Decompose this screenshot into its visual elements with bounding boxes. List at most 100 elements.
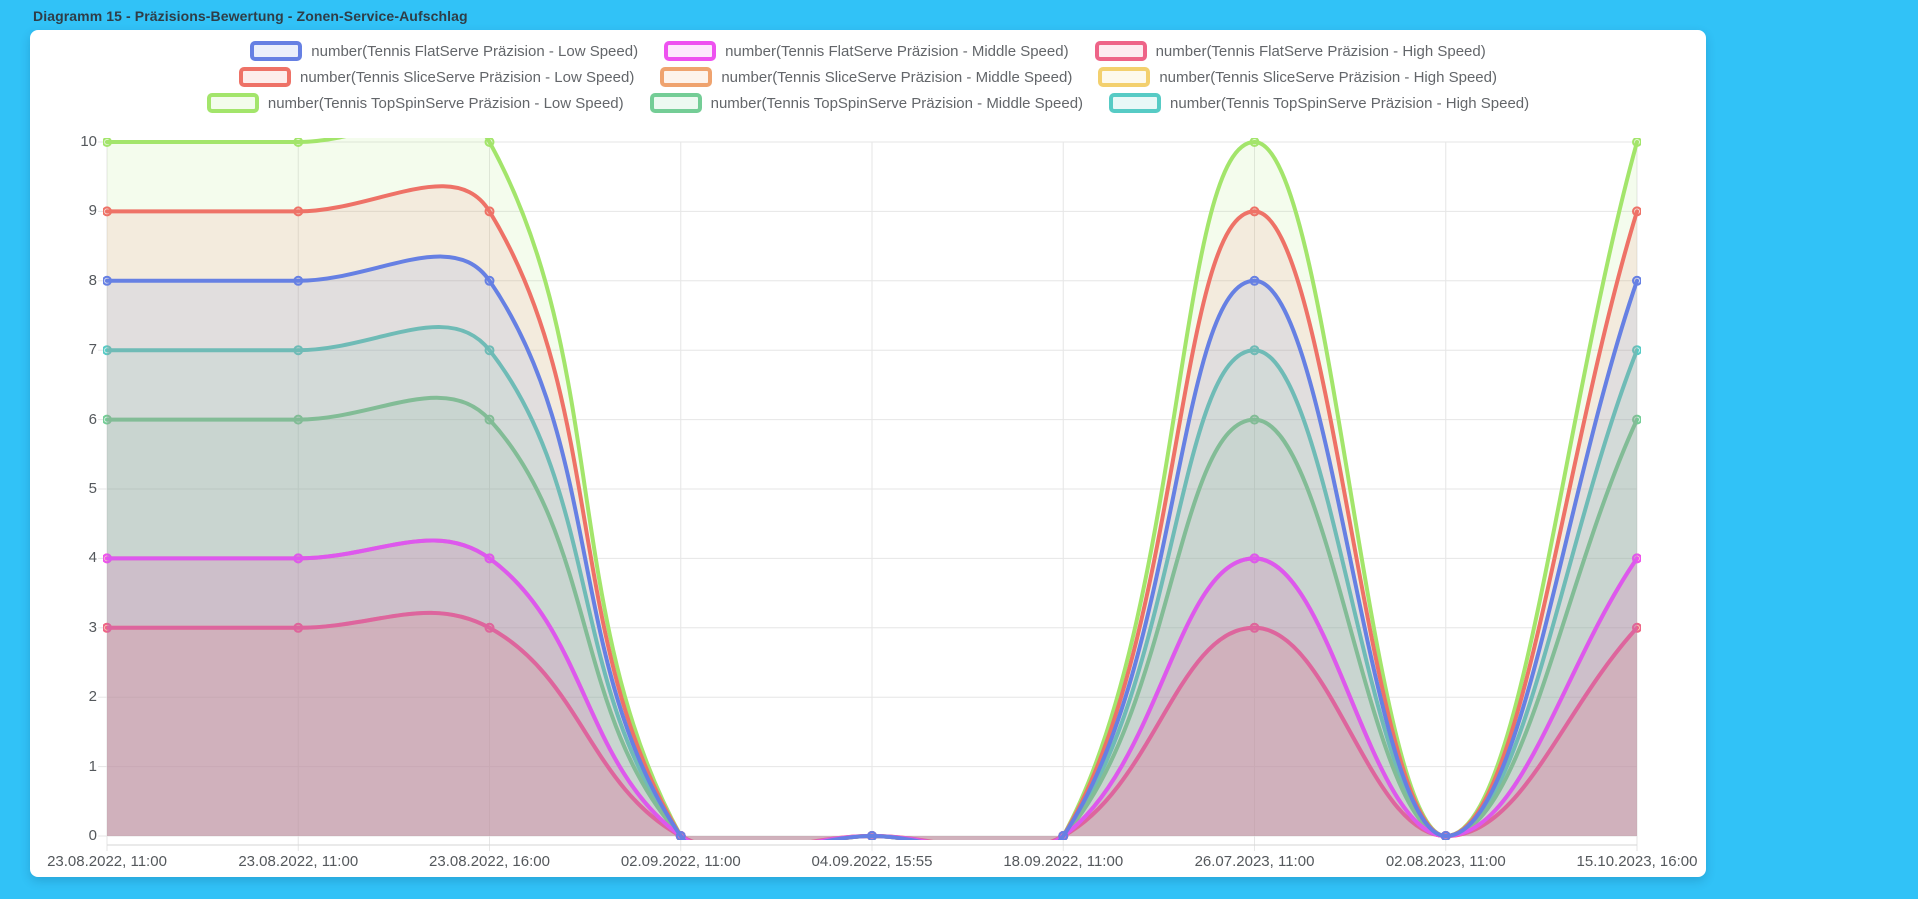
data-point-marker[interactable] xyxy=(1632,553,1641,564)
chart-panel xyxy=(30,30,1706,877)
legend-item[interactable]: number(Tennis FlatServe Präzision - High… xyxy=(1094,41,1486,61)
series-0 xyxy=(103,254,1641,840)
legend-row: number(Tennis FlatServe Präzision - Low … xyxy=(250,39,1486,63)
data-point-marker[interactable] xyxy=(1249,275,1260,286)
data-point-marker[interactable] xyxy=(1249,138,1260,147)
data-point-marker[interactable] xyxy=(1632,206,1641,217)
y-tick-label: 3 xyxy=(88,618,97,636)
y-tick-label: 10 xyxy=(80,133,97,150)
series-area xyxy=(107,138,1637,840)
legend-swatch-icon xyxy=(1109,93,1162,113)
data-point-marker[interactable] xyxy=(293,275,304,286)
series-area xyxy=(107,612,1637,840)
x-tick-label: 04.09.2022, 15:55 xyxy=(811,853,933,870)
data-point-marker[interactable] xyxy=(293,622,304,633)
legend-row: number(Tennis SliceServe Präzision - Low… xyxy=(239,65,1497,89)
x-tick-label: 26.07.2023, 11:00 xyxy=(1194,853,1315,870)
data-point-marker[interactable] xyxy=(103,622,112,633)
data-point-marker[interactable] xyxy=(484,206,495,217)
series-area xyxy=(107,612,1637,840)
data-point-marker[interactable] xyxy=(1249,414,1260,425)
x-tick-label: 23.08.2022, 11:00 xyxy=(238,853,359,870)
data-point-marker[interactable] xyxy=(293,206,304,217)
legend-item[interactable]: number(Tennis SliceServe Präzision - Hig… xyxy=(1098,67,1497,87)
x-tick-label: 23.08.2022, 11:00 xyxy=(47,853,167,870)
legend-item-label: number(Tennis FlatServe Präzision - High… xyxy=(1155,42,1486,60)
series-line xyxy=(105,610,1639,840)
legend-item-label: number(Tennis SliceServe Präzision - Mid… xyxy=(721,68,1073,86)
data-point-marker[interactable] xyxy=(103,206,112,217)
data-point-marker[interactable] xyxy=(293,553,304,564)
data-point-marker[interactable] xyxy=(1632,345,1641,356)
data-point-marker[interactable] xyxy=(293,345,304,356)
series-area xyxy=(107,540,1637,840)
data-point-marker[interactable] xyxy=(103,275,112,286)
data-point-marker[interactable] xyxy=(484,275,495,286)
data-point-marker[interactable] xyxy=(484,138,495,147)
y-tick-label: 4 xyxy=(88,549,97,567)
data-point-marker[interactable] xyxy=(1249,206,1260,217)
series-area xyxy=(107,397,1637,840)
data-point-marker[interactable] xyxy=(675,831,686,840)
data-point-marker[interactable] xyxy=(1632,275,1641,286)
legend-item[interactable]: number(Tennis SliceServe Präzision - Mid… xyxy=(660,67,1072,87)
window-title: Diagramm 15 - Präzisions-Bewertung - Zon… xyxy=(33,8,468,24)
legend-item-label: number(Tennis SliceServe Präzision - Low… xyxy=(300,68,635,86)
x-tick-label: 15.10.2023, 16:00 xyxy=(1576,853,1698,870)
legend-item-label: number(Tennis SliceServe Präzision - Hig… xyxy=(1159,68,1497,86)
data-point-marker[interactable] xyxy=(1632,622,1641,633)
legend-item-label: number(Tennis FlatServe Präzision - Low … xyxy=(311,42,639,60)
data-point-marker[interactable] xyxy=(484,622,495,633)
y-tick-label: 0 xyxy=(88,827,97,844)
series-line xyxy=(105,254,1639,840)
legend-swatch-icon xyxy=(1094,41,1147,61)
legend-item[interactable]: number(Tennis FlatServe Präzision - Midd… xyxy=(664,41,1069,61)
data-point-marker[interactable] xyxy=(1632,138,1641,147)
data-point-marker[interactable] xyxy=(1249,553,1260,564)
data-point-marker[interactable] xyxy=(1058,831,1069,840)
data-point-marker[interactable] xyxy=(293,138,304,147)
legend-item[interactable]: number(Tennis TopSpinServe Präzision - M… xyxy=(649,93,1084,113)
data-point-marker[interactable] xyxy=(103,414,112,425)
y-tick-label: 2 xyxy=(88,688,97,706)
data-point-marker[interactable] xyxy=(103,553,112,564)
x-tick-label: 23.08.2022, 16:00 xyxy=(429,853,550,870)
legend-item[interactable]: number(Tennis TopSpinServe Präzision - L… xyxy=(206,93,624,113)
y-tick-label: 9 xyxy=(88,202,97,220)
legend-item-label: number(Tennis TopSpinServe Präzision - L… xyxy=(267,94,624,112)
x-tick-label: 18.09.2022, 11:00 xyxy=(1003,853,1124,870)
data-point-marker[interactable] xyxy=(1249,622,1260,633)
data-point-marker[interactable] xyxy=(1440,831,1451,840)
y-tick-label: 6 xyxy=(88,410,97,428)
legend-item-label: number(Tennis TopSpinServe Präzision - H… xyxy=(1170,94,1530,112)
data-point-marker[interactable] xyxy=(293,414,304,425)
data-point-marker[interactable] xyxy=(103,138,112,147)
data-point-marker[interactable] xyxy=(484,345,495,356)
legend-item[interactable]: number(Tennis TopSpinServe Präzision - H… xyxy=(1109,93,1529,113)
data-point-marker[interactable] xyxy=(103,345,112,356)
legend-item-label: number(Tennis TopSpinServe Präzision - M… xyxy=(710,94,1084,112)
x-tick-label: 02.09.2022, 11:00 xyxy=(620,853,741,870)
legend-item[interactable]: number(Tennis SliceServe Präzision - Low… xyxy=(239,67,634,87)
legend-swatch-icon xyxy=(239,67,291,87)
legend-swatch-icon xyxy=(1098,67,1151,87)
series-area xyxy=(107,540,1637,840)
legend-swatch-icon xyxy=(660,67,713,87)
data-point-marker[interactable] xyxy=(867,831,877,840)
legend-item[interactable]: number(Tennis FlatServe Präzision - Low … xyxy=(250,41,638,61)
data-point-marker[interactable] xyxy=(484,414,495,425)
series-line xyxy=(105,395,1639,840)
x-tick-label: 02.08.2023, 11:00 xyxy=(1385,853,1506,870)
y-tick-label: 5 xyxy=(88,480,97,497)
legend-item-label: number(Tennis FlatServe Präzision - Midd… xyxy=(725,42,1069,60)
data-point-marker[interactable] xyxy=(484,553,495,564)
y-tick-label: 8 xyxy=(88,271,97,289)
series-area xyxy=(107,256,1637,840)
legend-swatch-icon xyxy=(206,93,259,113)
data-point-marker[interactable] xyxy=(1632,414,1641,425)
data-point-marker[interactable] xyxy=(1249,345,1260,356)
y-tick-label: 1 xyxy=(88,757,97,775)
legend-swatch-icon xyxy=(649,93,702,113)
